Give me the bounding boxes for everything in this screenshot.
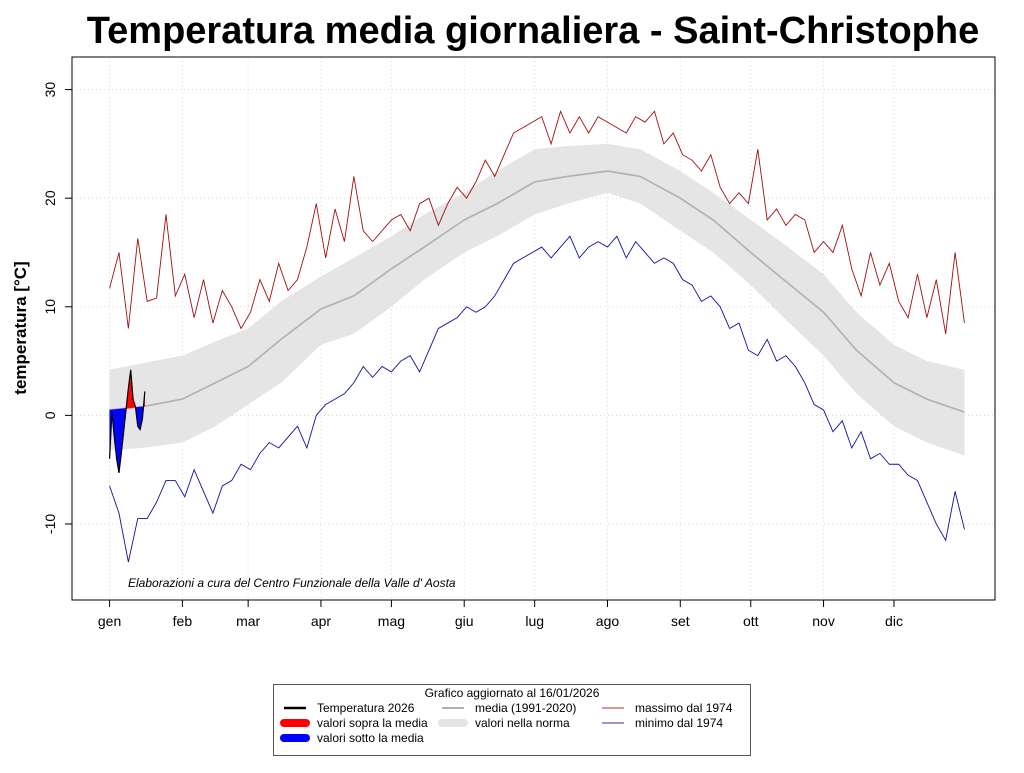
y-axis-label: temperatura [°C] bbox=[11, 261, 30, 394]
x-tick-label: giu bbox=[455, 613, 474, 629]
legend-label: minimo dal 1974 bbox=[635, 716, 723, 730]
y-tick-label: 10 bbox=[42, 299, 58, 315]
y-tick-label: 30 bbox=[42, 82, 58, 98]
x-tick-label: lug bbox=[525, 613, 544, 629]
x-tick-label: nov bbox=[812, 613, 835, 629]
x-tick-label: mag bbox=[378, 613, 405, 629]
norm-band bbox=[110, 144, 965, 456]
y-tick-label: 20 bbox=[42, 190, 58, 206]
legend: Grafico aggiornato al 16/01/2026 Tempera… bbox=[274, 685, 751, 756]
chart-title: Temperatura media giornaliera - Saint-Ch… bbox=[87, 10, 979, 52]
y-tick-label: 0 bbox=[42, 411, 58, 419]
x-axis: gen feb mar apr mag giu lug ago set ott nov dic bbox=[98, 600, 903, 629]
legend-label: media (1991-2020) bbox=[475, 701, 576, 715]
x-tick-label: mar bbox=[236, 613, 260, 629]
x-tick-label: feb bbox=[173, 613, 193, 629]
legend-label: massimo dal 1974 bbox=[635, 701, 733, 715]
x-tick-label: ott bbox=[743, 613, 759, 629]
x-tick-label: gen bbox=[98, 613, 121, 629]
legend-label: valori sopra la media bbox=[317, 716, 428, 730]
legend-title: Grafico aggiornato al 16/01/2026 bbox=[425, 686, 600, 700]
legend-label: Temperatura 2026 bbox=[317, 701, 415, 715]
credit-annotation: Elaborazioni a cura del Centro Funzional… bbox=[128, 576, 456, 590]
x-tick-label: apr bbox=[311, 613, 332, 629]
x-tick-label: set bbox=[671, 613, 690, 629]
y-axis: -10 0 10 20 30 bbox=[42, 82, 72, 535]
x-tick-label: dic bbox=[885, 613, 903, 629]
y-tick-label: -10 bbox=[42, 514, 58, 534]
norm-band-area bbox=[110, 144, 965, 456]
x-tick-label: ago bbox=[596, 613, 620, 629]
legend-label: valori nella norma bbox=[475, 716, 570, 730]
legend-label: valori sotto la media bbox=[317, 731, 424, 745]
